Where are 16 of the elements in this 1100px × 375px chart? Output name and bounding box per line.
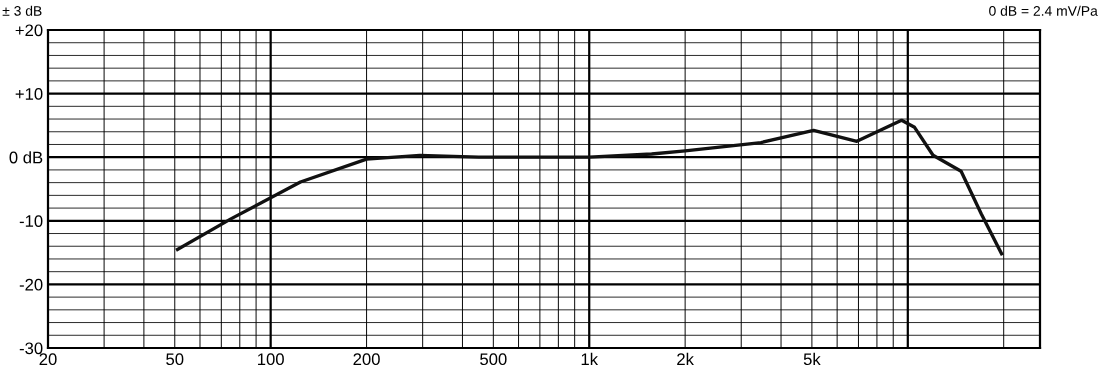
text: ± 3 dB	[2, 5, 42, 16]
x-tick-label: 200	[353, 353, 380, 366]
y-tick-label: 0 dB	[9, 151, 43, 164]
x-tick-label: 100	[258, 353, 284, 366]
x-tick-label: 20	[39, 353, 57, 366]
x-tick-label: 5k	[803, 352, 821, 366]
y-tick-label: +10	[15, 88, 43, 100]
y-tick-label: -30	[19, 342, 43, 355]
x-tick-label: 2k	[677, 352, 694, 365]
y-tick-label: -10	[19, 215, 43, 227]
x-tick-label: 500	[480, 353, 507, 366]
text: 0 dB = 2.4 mV/Pa	[989, 5, 1098, 16]
y-tick-label: -20	[19, 278, 43, 291]
x-tick-label: 50	[166, 353, 184, 366]
x-tick-label: 1k	[581, 352, 599, 365]
y-tick-label: +20	[15, 24, 43, 37]
